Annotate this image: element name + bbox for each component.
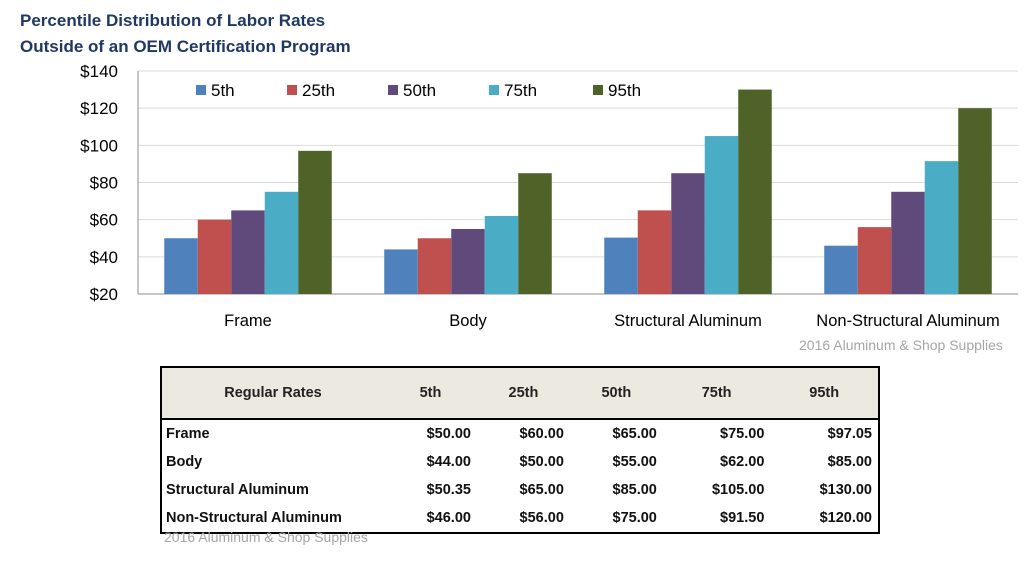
y-tick-label: $140 <box>80 62 118 81</box>
bar <box>484 215 519 294</box>
table-cell: $85.00 <box>612 482 657 498</box>
chart-title-line-1: Percentile Distribution of Labor Rates <box>20 11 326 30</box>
table-cell: $105.00 <box>711 482 765 498</box>
y-tick-label: $40 <box>90 248 118 267</box>
bar <box>958 108 992 295</box>
bar <box>924 161 959 294</box>
table-cell: Structural Aluminum <box>166 482 309 498</box>
legend-swatch <box>593 85 603 95</box>
legend-swatch <box>489 85 499 95</box>
y-tick-label: $80 <box>90 174 118 193</box>
y-tick-label: $120 <box>80 99 118 118</box>
table-cell: $75.00 <box>720 426 765 442</box>
table-cell: $75.00 <box>612 510 657 526</box>
bar <box>264 191 299 294</box>
bar <box>231 210 265 294</box>
table-row: Body $44.00 $50.00 $55.00 $62.00 $85.00 <box>162 448 878 476</box>
legend-swatch <box>196 85 206 95</box>
table-cell: $46.00 <box>426 510 471 526</box>
table-cell: $85.00 <box>827 454 872 470</box>
table-header-cell: 75th <box>662 368 771 419</box>
table-cell: $50.00 <box>519 454 564 470</box>
chart-source-note: 2016 Aluminum & Shop Supplies <box>799 337 1003 353</box>
table-cell: $120.00 <box>819 510 872 526</box>
table-header-cell: 50th <box>569 368 663 419</box>
table-header-cell: 25th <box>476 368 570 419</box>
chart-title: Percentile Distribution of Labor Rates O… <box>20 8 351 60</box>
table-cell: $65.00 <box>612 426 657 442</box>
table-row: Structural Aluminum $50.35 $65.00 $85.00… <box>162 476 878 504</box>
bar <box>298 150 332 294</box>
table-cell: $91.50 <box>720 510 765 526</box>
bar-chart: $20 $40 $60 $80 $100 $120 $140 Frame Body Structu… <box>80 62 1018 330</box>
legend-label: 5th <box>211 81 235 100</box>
legend-label: 75th <box>504 81 537 100</box>
table-header-row: Regular Rates 5th 25th 50th 75th 95th <box>162 368 878 419</box>
table-cell: $55.00 <box>612 454 657 470</box>
rates-table: Regular Rates 5th 25th 50th 75th 95th Fr… <box>160 366 880 534</box>
table-cell: $60.00 <box>519 426 564 442</box>
table-row: Non-Structural Aluminum $46.00 $56.00 $7… <box>162 504 878 532</box>
bar <box>824 245 858 294</box>
bar <box>604 237 638 294</box>
bar <box>637 210 672 294</box>
x-tick-label: Body <box>449 312 487 330</box>
bar <box>671 173 705 294</box>
x-tick-label: Structural Aluminum <box>614 312 762 330</box>
legend-label: 95th <box>608 81 641 100</box>
table-cell: Non-Structural Aluminum <box>166 510 342 526</box>
y-tick-label: $20 <box>90 285 118 304</box>
bar <box>518 173 552 294</box>
legend-label: 50th <box>403 81 436 100</box>
table-cell: $44.00 <box>426 454 471 470</box>
bar <box>704 136 739 294</box>
table-cell: $50.00 <box>426 426 471 442</box>
table-cell: $130.00 <box>819 482 872 498</box>
table-header-cell: 95th <box>770 368 878 419</box>
y-tick-label: $100 <box>80 136 118 155</box>
bar <box>384 249 418 294</box>
legend-label: 25th <box>302 81 335 100</box>
table-cell: Body <box>166 454 203 470</box>
table-source-note: 2016 Aluminum & Shop Supplies <box>164 529 368 545</box>
table-cell: $65.00 <box>519 482 564 498</box>
table-cell: $97.05 <box>827 426 872 442</box>
bar <box>164 238 198 294</box>
table-header-cell: 5th <box>384 368 477 419</box>
chart-title-line-2: Outside of an OEM Certification Program <box>20 37 351 56</box>
legend-swatch <box>388 85 398 95</box>
bar <box>738 89 772 294</box>
bar <box>451 228 485 294</box>
x-tick-label: Frame <box>224 312 272 330</box>
table-cell: $62.00 <box>720 454 765 470</box>
table-cell: Frame <box>166 426 210 442</box>
table-row: Frame $50.00 $60.00 $65.00 $75.00 $97.05 <box>162 419 878 448</box>
table-cell: $56.00 <box>519 510 564 526</box>
bar <box>417 238 452 294</box>
bar <box>857 227 892 294</box>
y-tick-label: $60 <box>90 211 118 230</box>
table-cell: $50.35 <box>426 482 471 498</box>
x-tick-label: Non-Structural Aluminum <box>816 312 999 330</box>
bar <box>197 219 232 294</box>
legend-swatch <box>287 85 297 95</box>
bar <box>891 191 925 294</box>
table-header-cell: Regular Rates <box>162 368 384 419</box>
